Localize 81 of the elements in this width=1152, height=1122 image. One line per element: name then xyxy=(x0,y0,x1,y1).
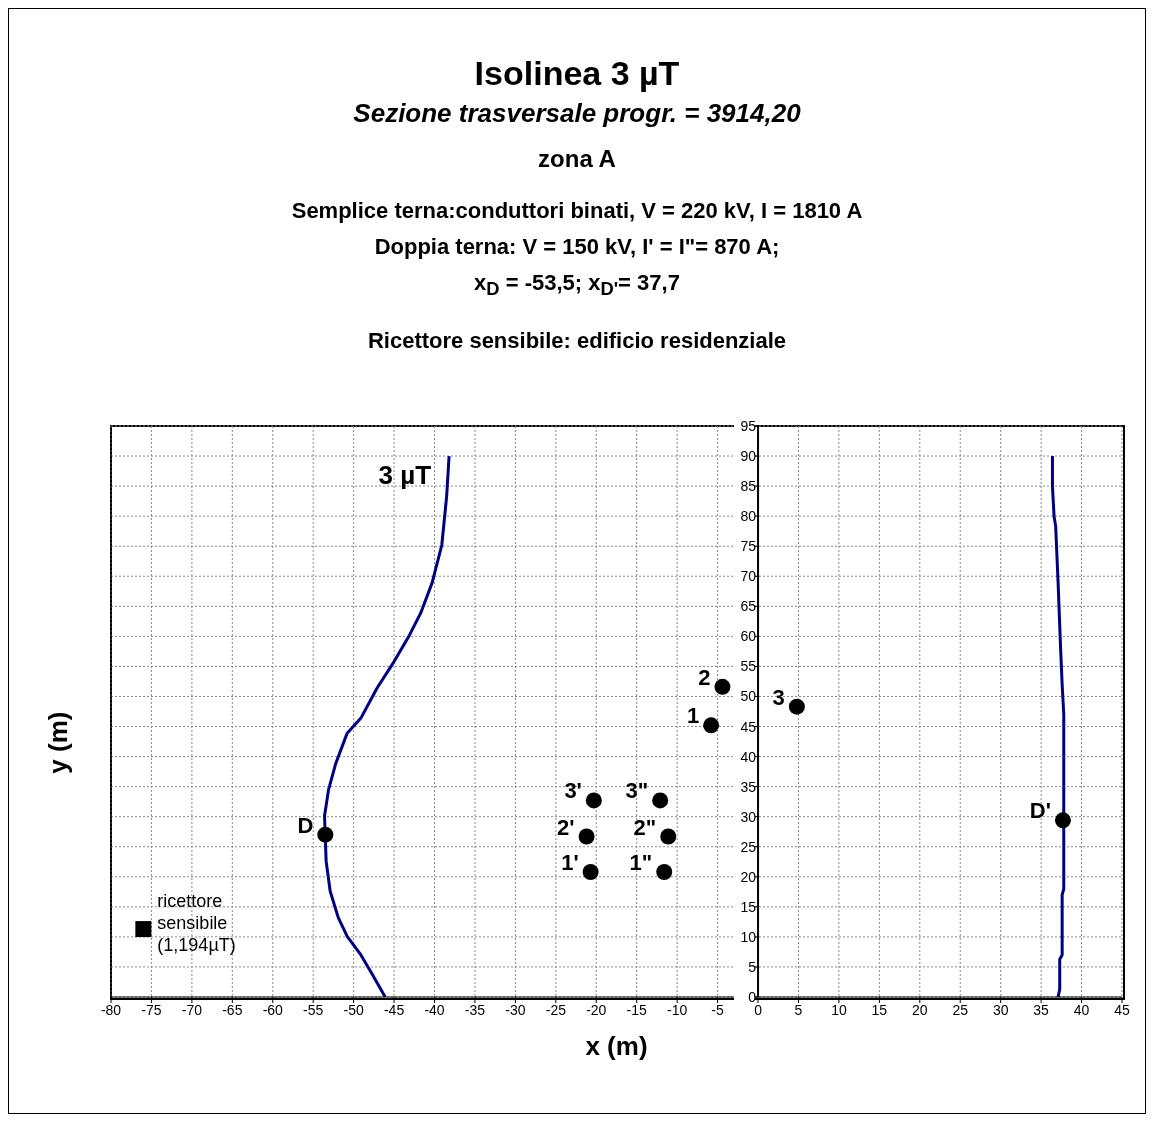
series-label: 2 xyxy=(698,664,711,690)
x-tick-label: -50 xyxy=(343,1001,364,1018)
x-tick-label: -70 xyxy=(181,1001,203,1018)
y-tick-label: 90 xyxy=(740,448,757,465)
x-tick-label: 15 xyxy=(871,1001,888,1018)
y-tick-label: 5 xyxy=(748,958,757,975)
chart-title: Isolinea 3 µT xyxy=(473,53,681,94)
x-tick-label: 40 xyxy=(1073,1001,1090,1018)
point xyxy=(1054,812,1071,829)
y-tick-label: 20 xyxy=(740,868,757,885)
x-tick-label: -65 xyxy=(222,1001,243,1018)
x-tick-label: -5 xyxy=(711,1001,725,1018)
series-label: 3" xyxy=(625,778,649,804)
y-tick-label: 45 xyxy=(740,718,757,735)
point xyxy=(317,826,334,843)
y-tick-label: 25 xyxy=(740,838,757,855)
line-series xyxy=(1050,454,1066,997)
y-tick-label: 70 xyxy=(740,568,757,585)
x-tick-label: 35 xyxy=(1033,1001,1050,1018)
text: Ricettore sensibile: edificio residenziale xyxy=(366,327,788,356)
point xyxy=(660,828,677,845)
x-tick-label: -80 xyxy=(100,1001,122,1018)
y-tick-label: 40 xyxy=(740,748,757,765)
x-tick-label: -30 xyxy=(505,1001,526,1018)
x-tick-label: 20 xyxy=(912,1001,928,1018)
text: zona A xyxy=(537,144,617,174)
x-tick-label: 25 xyxy=(952,1001,969,1018)
x-tick-label: 45 xyxy=(1114,1001,1130,1018)
series-label: 3 µT xyxy=(378,460,432,491)
x-tick-label: -60 xyxy=(262,1001,284,1018)
x-tick-label: -45 xyxy=(383,1001,405,1018)
series-label: 1" xyxy=(629,849,653,875)
point xyxy=(578,828,595,845)
x-tick-label: -10 xyxy=(667,1001,688,1018)
text: x$_{D}$ = -53,5; x$_{D'}$= 37,7 xyxy=(473,269,681,302)
series-label: ricettore sensibile (1,194µT) xyxy=(157,891,236,956)
y-tick-label: 50 xyxy=(740,688,757,705)
y-tick-label: 55 xyxy=(740,658,757,675)
series-label: D' xyxy=(1029,798,1051,824)
series-label: 3' xyxy=(564,778,582,804)
x-tick-label: -20 xyxy=(586,1001,607,1018)
point xyxy=(703,717,720,734)
x-axis-title: x (m) xyxy=(585,1031,648,1062)
y-tick-label: 30 xyxy=(740,808,757,825)
x-tick-label: -40 xyxy=(424,1001,445,1018)
point xyxy=(788,698,805,715)
y-tick-label: 85 xyxy=(740,478,757,495)
y-tick-label: 60 xyxy=(740,628,757,645)
x-tick-label: -15 xyxy=(626,1001,648,1018)
series-label: 2" xyxy=(633,814,657,840)
x-tick-label: -25 xyxy=(545,1001,567,1018)
x-tick-label: 10 xyxy=(831,1001,847,1018)
text: Doppia terna: V = 150 kV, I' = I"= 870 A; xyxy=(373,233,781,261)
line-series xyxy=(323,454,451,997)
series-label: 2' xyxy=(557,814,575,840)
y-tick-label: 75 xyxy=(740,538,757,555)
y-tick-label: 10 xyxy=(740,928,757,945)
point xyxy=(135,921,152,938)
x-tick-label: -55 xyxy=(303,1001,324,1018)
x-tick-label: -75 xyxy=(141,1001,162,1018)
point xyxy=(656,863,673,880)
series-label: 1 xyxy=(686,703,700,729)
point xyxy=(652,792,669,809)
x-tick-label: 30 xyxy=(992,1001,1009,1018)
y-tick-label: 95 xyxy=(740,418,757,434)
y-tick-label: 35 xyxy=(740,778,757,795)
series-label: 3 xyxy=(772,684,785,710)
text: Semplice terna:conduttori binati, V = 220 kV, I = 1810 A xyxy=(290,197,864,225)
point xyxy=(714,678,731,695)
x-tick-label: -35 xyxy=(464,1001,486,1018)
y-tick-label: 0 xyxy=(748,989,757,1005)
y-tick-label: 80 xyxy=(740,508,757,525)
chart-subtitle: Sezione trasversale progr. = 3914,20 xyxy=(352,97,802,130)
x-tick-label: 5 xyxy=(794,1001,803,1018)
series-label: D xyxy=(297,812,314,838)
y-tick-label: 65 xyxy=(740,598,757,615)
point xyxy=(582,863,599,880)
y-tick-label: 15 xyxy=(740,898,757,915)
point xyxy=(585,792,602,809)
y-axis-title: y (m) xyxy=(43,711,74,774)
series-label: 1' xyxy=(561,849,579,875)
